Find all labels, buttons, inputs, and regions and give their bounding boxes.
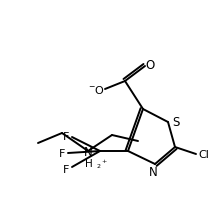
Text: $_2$$^+$: $_2$$^+$ <box>96 157 108 170</box>
Text: H: H <box>85 158 93 168</box>
Text: F: F <box>59 148 65 158</box>
Text: F: F <box>63 164 69 174</box>
Text: S: S <box>172 115 180 128</box>
Text: N: N <box>149 166 157 179</box>
Text: F: F <box>63 131 69 141</box>
Text: $^{-}$O: $^{-}$O <box>88 84 106 96</box>
Text: Cl: Cl <box>199 149 209 159</box>
Text: O: O <box>145 58 155 71</box>
Text: N: N <box>84 145 92 158</box>
